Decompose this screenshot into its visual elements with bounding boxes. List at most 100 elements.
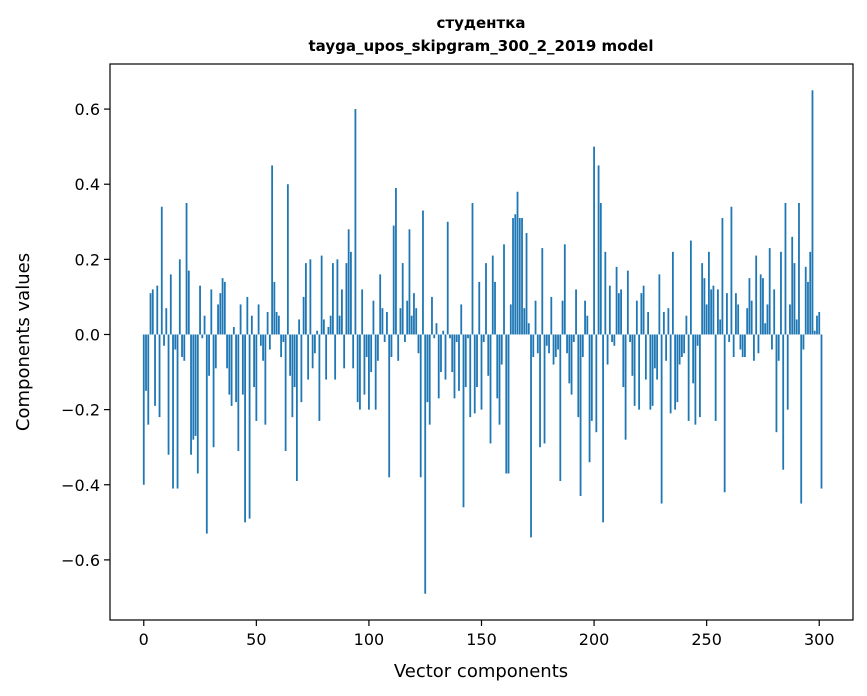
bar: [298, 319, 301, 335]
bar: [235, 334, 237, 403]
bar: [773, 289, 776, 335]
bar: [359, 334, 361, 410]
bar: [322, 319, 325, 335]
bar: [786, 334, 789, 410]
bar: [442, 330, 445, 335]
bar: [467, 334, 469, 339]
bar: [507, 334, 510, 474]
bar: [800, 334, 803, 504]
x-tick-label: 0: [139, 630, 149, 649]
bar: [656, 334, 659, 380]
bar: [345, 263, 348, 335]
bar: [494, 281, 496, 335]
bar: [289, 334, 292, 376]
bar: [183, 334, 186, 361]
bar: [728, 334, 731, 342]
bar: [469, 334, 472, 418]
bar: [615, 266, 618, 335]
bar: [572, 334, 575, 342]
bar: [514, 214, 517, 335]
bar: [446, 221, 449, 335]
bar: [735, 293, 737, 335]
bar: [311, 334, 314, 369]
bar: [406, 300, 409, 335]
bar: [473, 334, 476, 414]
bar: [780, 251, 782, 335]
bar: [165, 308, 168, 335]
bar: [496, 334, 499, 399]
bar: [230, 334, 233, 406]
bar: [737, 304, 740, 335]
bar: [300, 334, 303, 403]
bar: [440, 334, 442, 373]
bar: [318, 334, 321, 421]
x-tick-label: 150: [466, 630, 497, 649]
bar: [777, 334, 780, 361]
y-tick-label: −0.6: [61, 551, 100, 570]
bar: [534, 300, 537, 335]
bar: [455, 334, 458, 342]
bar: [593, 146, 595, 335]
bar: [250, 315, 253, 335]
bar: [595, 334, 598, 433]
bar: [365, 334, 368, 358]
bar: [649, 334, 652, 410]
bar: [669, 334, 672, 414]
bar: [608, 285, 611, 335]
bar: [723, 334, 726, 493]
bar: [149, 293, 152, 335]
bar: [485, 263, 487, 335]
bar: [413, 293, 415, 335]
bar: [154, 334, 156, 406]
bar: [775, 334, 778, 433]
bar: [196, 334, 199, 474]
bar: [554, 334, 557, 358]
y-tick-label: 0.4: [75, 175, 100, 194]
bar: [516, 191, 519, 335]
bar: [142, 334, 145, 485]
bar: [755, 255, 758, 335]
bar: [703, 278, 706, 335]
bar: [372, 300, 375, 335]
bar: [239, 304, 242, 335]
bar: [667, 308, 670, 335]
bar: [482, 334, 485, 342]
bar: [336, 259, 339, 335]
bar: [708, 251, 710, 335]
bar: [575, 289, 577, 335]
bar: [419, 334, 422, 478]
bar: [476, 334, 478, 388]
bar: [660, 334, 663, 504]
bar: [226, 334, 228, 369]
bar: [374, 334, 377, 410]
bar: [354, 109, 357, 335]
bar: [816, 315, 818, 335]
bar: [399, 308, 402, 335]
bar: [771, 334, 773, 350]
bar: [793, 263, 796, 335]
bar: [557, 334, 559, 350]
bar: [410, 315, 413, 335]
bar: [689, 240, 692, 335]
bar: [192, 334, 195, 440]
bar: [145, 334, 147, 391]
bar: [160, 206, 163, 335]
bar: [332, 263, 334, 335]
bar: [262, 334, 264, 361]
bar: [277, 315, 280, 335]
bar: [674, 334, 677, 410]
bar: [268, 334, 271, 350]
bar: [257, 304, 260, 335]
bar: [505, 334, 508, 474]
bar: [397, 334, 400, 361]
bar: [464, 334, 467, 388]
bar: [577, 334, 580, 418]
bar: [782, 334, 785, 470]
bar: [304, 263, 307, 335]
bar: [273, 281, 276, 335]
bar: [541, 248, 544, 335]
bar: [275, 311, 278, 335]
bar: [791, 236, 794, 335]
bar: [295, 334, 298, 481]
bar: [232, 326, 235, 335]
